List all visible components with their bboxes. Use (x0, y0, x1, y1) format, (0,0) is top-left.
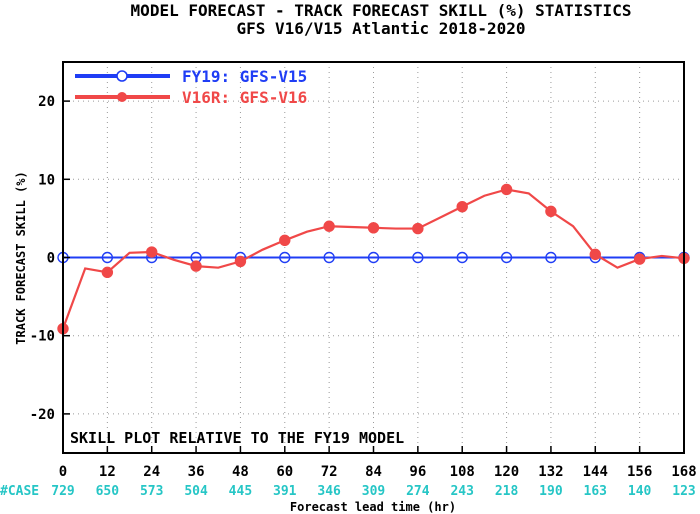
x-axis-ticks: 0 12 24 36 48 60 72 84 96 108 120 132 144 156 168 (59, 446, 697, 480)
series-1-point-12 (101, 266, 114, 279)
series-0-point-60 (279, 251, 291, 264)
case-label: #CASE (0, 484, 39, 499)
y-axis-label: TRACK FORECAST SKILL (%) (14, 171, 28, 344)
x-tick-label-0: 0 (59, 464, 67, 480)
series-0-point-84 (367, 251, 380, 264)
x-tick-label-96: 96 (409, 464, 426, 480)
x-tick-label-144: 144 (583, 464, 608, 480)
x-tick-label-168: 168 (671, 464, 696, 480)
case-count-108: 243 (450, 484, 473, 499)
series-1-point-144 (589, 248, 601, 261)
legend: FY19: GFS-V15 V16R: GFS-V16 (75, 67, 307, 107)
x-tick-label-156: 156 (627, 464, 652, 480)
series-0-point-96 (412, 251, 424, 264)
plot-series (57, 183, 690, 335)
x-tick-label-72: 72 (321, 464, 338, 480)
case-count-120: 218 (495, 484, 519, 499)
legend-marker-v16r (117, 92, 127, 102)
case-count-72: 346 (317, 484, 341, 499)
series-0-point-120 (500, 251, 513, 264)
series-1-point-60 (279, 234, 291, 246)
series-1-point-120 (500, 183, 513, 196)
y-tick-label--20: -20 (30, 407, 55, 423)
case-count-144: 163 (584, 484, 607, 499)
x-tick-label-84: 84 (365, 464, 382, 480)
x-tick-label-12: 12 (99, 464, 116, 480)
y-tick-label-10: 10 (38, 172, 55, 188)
y-tick-label--10: -10 (30, 329, 55, 345)
case-count-24: 573 (140, 484, 163, 499)
case-count-96: 274 (406, 484, 430, 499)
chart-title: MODEL FORECAST - TRACK FORECAST SKILL (%… (131, 1, 632, 20)
x-axis-label: Forecast lead time (hr) (290, 500, 456, 514)
case-count-132: 190 (539, 484, 563, 499)
case-count-36: 504 (184, 484, 208, 499)
series-0-point-12 (101, 251, 114, 264)
series-1-point-36 (190, 260, 202, 272)
x-tick-label-108: 108 (450, 464, 475, 480)
x-tick-label-60: 60 (276, 464, 293, 480)
chart-subtitle: GFS V16/V15 Atlantic 2018-2020 (237, 19, 526, 38)
series-1-point-108 (456, 200, 468, 213)
case-count-12: 650 (96, 484, 120, 499)
x-tick-label-48: 48 (232, 464, 249, 480)
x-tick-label-132: 132 (538, 464, 563, 480)
skill-annotation: SKILL PLOT RELATIVE TO THE FY19 MODEL (70, 429, 404, 447)
case-count-48: 445 (229, 484, 252, 499)
case-count-row: 729 650 573 504 445 391 346 309 274 243 218 190 163 1… (51, 484, 695, 499)
series-1-point-96 (412, 222, 424, 235)
legend-label-v16r: V16R: GFS-V16 (182, 88, 307, 107)
series-0-point-132 (545, 251, 557, 264)
legend-label-fy19: FY19: GFS-V15 (182, 67, 307, 86)
series-0-point-108 (456, 251, 468, 264)
case-count-0: 729 (51, 484, 74, 499)
x-tick-label-36: 36 (188, 464, 205, 480)
series-1-point-72 (323, 220, 335, 232)
case-count-168: 123 (672, 484, 695, 499)
x-tick-label-24: 24 (143, 464, 160, 480)
series-1-point-84 (367, 222, 380, 234)
series-1-point-132 (545, 205, 557, 218)
case-count-156: 140 (628, 484, 652, 499)
y-tick-label-20: 20 (38, 94, 55, 110)
y-tick-label-0: 0 (47, 251, 55, 267)
y-axis-ticks: -20 -10 0 10 20 (30, 94, 70, 423)
series-1-point-48 (234, 255, 247, 268)
series-0-point-72 (323, 251, 335, 264)
case-count-60: 391 (273, 484, 297, 499)
legend-marker-fy19 (116, 70, 128, 82)
case-count-84: 309 (362, 484, 385, 499)
series-1-point-24 (146, 246, 158, 258)
series-1-point-156 (633, 253, 646, 265)
x-tick-label-120: 120 (494, 464, 519, 480)
